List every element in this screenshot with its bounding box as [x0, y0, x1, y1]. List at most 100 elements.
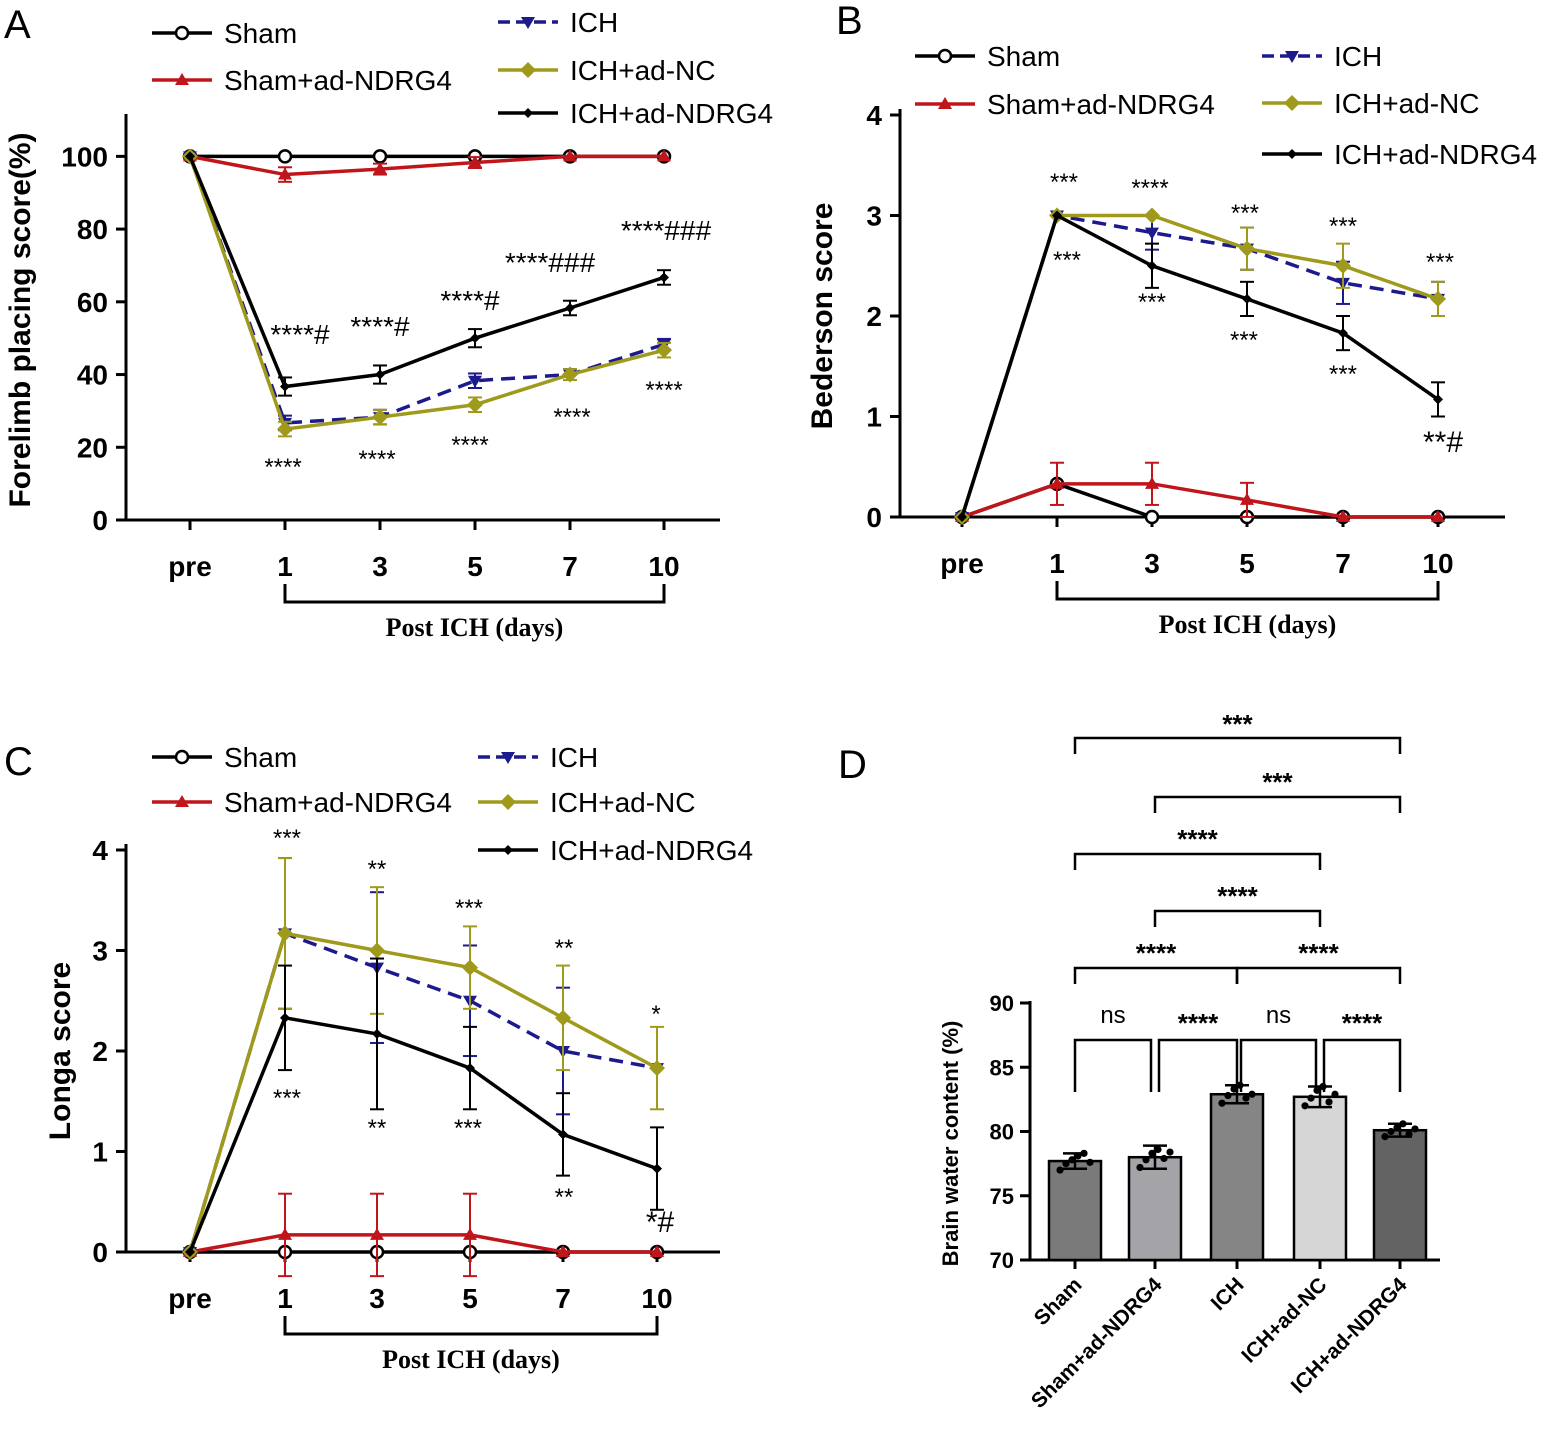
- data-point: [277, 925, 293, 942]
- x-tick-label: 5: [467, 551, 483, 582]
- y-tick-label: 1: [866, 402, 882, 433]
- data-point: [1411, 1125, 1419, 1133]
- x-axis-label: Post ICH (days): [1159, 610, 1337, 639]
- x-tick-label: 7: [562, 551, 578, 582]
- legend-marker: [521, 17, 535, 29]
- series-ich-ad-nc: [954, 207, 1446, 525]
- data-point: [1086, 1158, 1094, 1166]
- comparison-label: ****: [1177, 824, 1218, 854]
- significance-label: *: [651, 1001, 660, 1028]
- legend-entry: ICH: [1334, 41, 1382, 72]
- data-point: [1148, 1149, 1156, 1157]
- legend: Sham Sham+ad-NDRG4 ICH ICH+ad-NC ICH+ad-NDRG…: [152, 7, 773, 129]
- panel-label: D: [838, 743, 867, 787]
- series-line: [961, 481, 1438, 519]
- legend-entry: ICH+ad-NDRG4: [1334, 139, 1537, 170]
- series-sham-ad-ndrg4: [183, 149, 671, 183]
- comparison-label: ns: [1100, 1002, 1125, 1029]
- y-tick-label: 0: [92, 505, 108, 536]
- post-ich-bracket: [1055, 581, 1440, 601]
- data-point: [1074, 1152, 1082, 1160]
- bar-group: [1209, 1081, 1265, 1262]
- legend-entry: ICH+ad-NC: [550, 787, 695, 818]
- significance-label: ***: [454, 1115, 482, 1142]
- data-point: [1248, 1090, 1256, 1098]
- data-point: [280, 381, 290, 392]
- x-tick-label: Sham+ad-NDRG4: [1027, 1273, 1167, 1413]
- significance-label: ***: [273, 825, 301, 852]
- significance-label: ****: [1131, 175, 1168, 202]
- data-point: [1160, 1154, 1168, 1163]
- comparison-label: ns: [1266, 1002, 1291, 1029]
- data-point: [1068, 1156, 1076, 1164]
- series-line: [960, 213, 1439, 518]
- data-point: [277, 421, 293, 438]
- data-point: [468, 375, 482, 388]
- y-tick-label: 4: [866, 100, 882, 131]
- y-tick-label: 20: [77, 432, 108, 463]
- comparison-bracket: [1073, 736, 1402, 754]
- x-tick-label: 3: [1144, 548, 1160, 579]
- panel-b: B 0 1 2 3 4 pre 1 3 5 7 10 Bederson score Post ICH (d…: [806, 0, 1537, 639]
- data-point: [1142, 1156, 1150, 1164]
- y-tick-label: 75: [990, 1184, 1014, 1209]
- y-tick-label: 0: [92, 1237, 108, 1268]
- x-tick-label: 10: [1422, 548, 1453, 579]
- data-point: [1430, 290, 1446, 307]
- series-ich-ad-ndrg4: [957, 210, 1445, 522]
- bar-group: [1292, 1082, 1348, 1262]
- series-line: [188, 155, 665, 425]
- legend-marker: [501, 752, 515, 764]
- legend-marker: [174, 25, 190, 41]
- series-line: [189, 1233, 657, 1254]
- data-point: [1050, 476, 1064, 489]
- data-point: [1145, 476, 1159, 489]
- data-point: [1062, 1160, 1070, 1168]
- y-tick-label: 60: [77, 287, 108, 318]
- y-tick-label: 85: [990, 1055, 1014, 1080]
- x-tick-label: 10: [648, 551, 679, 582]
- y-tick-label: 0: [866, 502, 882, 533]
- comparison-bracket: [1157, 1038, 1239, 1092]
- data-point: [373, 162, 387, 175]
- y-tick-label: 1: [92, 1137, 108, 1168]
- comparison-label: ****: [1178, 1008, 1219, 1038]
- legend-marker: [500, 794, 516, 810]
- x-axis-label: Post ICH (days): [386, 613, 564, 642]
- data-point: [563, 149, 577, 162]
- significance-label: ***: [1138, 289, 1166, 316]
- comparison-bracket: [1153, 795, 1402, 813]
- data-point: [370, 1227, 384, 1240]
- data-point: [1239, 240, 1255, 257]
- significance-label: ***: [455, 895, 483, 922]
- legend: Sham Sham+ad-NDRG4 ICH ICH+ad-NC ICH+ad-NDRG…: [915, 41, 1537, 170]
- series-ich-ad-ndrg4: [185, 957, 664, 1257]
- data-point: [1331, 1090, 1339, 1098]
- comparison-bracket: [1322, 1038, 1402, 1092]
- bar-group: [1127, 1144, 1183, 1262]
- series-sham-ad-ndrg4: [183, 1192, 664, 1278]
- bar: [1209, 1092, 1265, 1262]
- data-point: [375, 369, 385, 380]
- x-tick-label: 7: [1335, 548, 1351, 579]
- x-tick-label: pre: [940, 548, 984, 579]
- y-tick-label: 3: [92, 936, 108, 967]
- x-tick-label: pre: [168, 551, 212, 582]
- data-point: [1224, 1091, 1232, 1100]
- data-point: [656, 342, 672, 359]
- significance-label: ***: [1231, 200, 1259, 227]
- data-point: [657, 149, 671, 162]
- significance-label: **: [368, 856, 387, 883]
- data-point: [1080, 1149, 1088, 1157]
- data-point: [277, 149, 293, 164]
- series-line: [188, 155, 665, 432]
- comparison-bracket: [1153, 909, 1322, 927]
- significance-label: ****: [358, 446, 395, 473]
- data-point: [562, 366, 578, 383]
- x-tick-label: 1: [277, 551, 293, 582]
- significance-label: ***: [1230, 327, 1258, 354]
- significance-label: **#: [1423, 426, 1463, 459]
- significance-label: ****#: [350, 311, 410, 342]
- significance-label: ***: [1329, 213, 1357, 240]
